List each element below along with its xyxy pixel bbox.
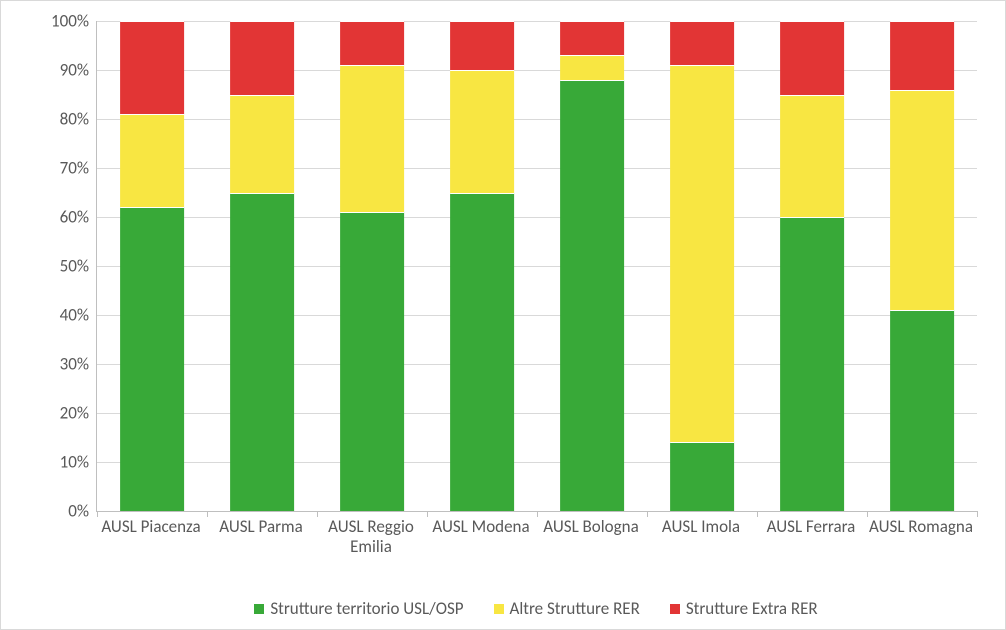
plot-area (96, 21, 977, 512)
legend-swatch (494, 604, 504, 614)
y-tick-label: 50% (29, 256, 89, 277)
x-axis-label: AUSL Modena (426, 517, 536, 556)
x-axis-label: AUSL Imola (646, 517, 756, 556)
bar-segment (120, 207, 184, 511)
bar-segment (340, 212, 404, 511)
legend: Strutture territorio USL/OSP Altre Strutt… (96, 598, 976, 619)
y-tick-label: 100% (29, 11, 89, 32)
bar-segment (560, 55, 624, 80)
bar-segment (780, 21, 844, 95)
y-tick-label: 70% (29, 158, 89, 179)
y-tick-label: 90% (29, 60, 89, 81)
y-tick-label: 0% (29, 501, 89, 522)
bar-slot (207, 21, 317, 511)
y-tick-label: 20% (29, 403, 89, 424)
bar-segment (890, 90, 954, 311)
bar-segment (340, 21, 404, 65)
bar-segment (890, 310, 954, 511)
y-tick-label: 10% (29, 452, 89, 473)
bar-segment (780, 95, 844, 218)
bar-segment (450, 21, 514, 70)
bar-slot (317, 21, 427, 511)
bar (450, 21, 514, 511)
bar-segment (450, 193, 514, 512)
bar-segment (890, 21, 954, 90)
bar-segment (780, 217, 844, 511)
bar-slot (427, 21, 537, 511)
x-axis-label: AUSL Piacenza (96, 517, 206, 556)
x-axis-labels: AUSL PiacenzaAUSL ParmaAUSL Reggio Emili… (96, 517, 976, 556)
legend-label: Strutture territorio USL/OSP (270, 598, 463, 619)
bar-segment (670, 21, 734, 65)
x-axis-label: AUSL Reggio Emilia (316, 517, 426, 556)
bar (560, 21, 624, 511)
bar-segment (230, 193, 294, 512)
bar-slot (97, 21, 207, 511)
bar (780, 21, 844, 511)
bar-slot (757, 21, 867, 511)
bar-segment (670, 442, 734, 511)
x-tick (977, 511, 978, 517)
legend-label: Altre Strutture RER (510, 598, 640, 619)
legend-item: Strutture Extra RER (670, 598, 818, 619)
bar (670, 21, 734, 511)
x-axis-label: AUSL Bologna (536, 517, 646, 556)
bar-segment (560, 21, 624, 55)
bar (230, 21, 294, 511)
bar-segment (560, 80, 624, 511)
bar-segment (450, 70, 514, 193)
bar-segment (340, 65, 404, 212)
bar-slot (647, 21, 757, 511)
x-axis-label: AUSL Parma (206, 517, 316, 556)
y-tick-label: 30% (29, 354, 89, 375)
y-tick-label: 40% (29, 305, 89, 326)
chart-container: 0% 10% 20% 30% 40% 50% 60% 70% 80% 90% 100% AUSL P… (0, 0, 1006, 630)
legend-label: Strutture Extra RER (686, 598, 818, 619)
y-tick-label: 60% (29, 207, 89, 228)
x-axis-label: AUSL Ferrara (756, 517, 866, 556)
bar-segment (230, 95, 294, 193)
legend-item: Altre Strutture RER (494, 598, 640, 619)
bar-segment (670, 65, 734, 442)
legend-swatch (670, 604, 680, 614)
y-tick-label: 80% (29, 109, 89, 130)
bar (890, 21, 954, 511)
bar-slot (537, 21, 647, 511)
legend-swatch (254, 604, 264, 614)
bars-group (97, 21, 977, 511)
bar (340, 21, 404, 511)
bar (120, 21, 184, 511)
bar-slot (867, 21, 977, 511)
bar-segment (120, 114, 184, 207)
bar-segment (120, 21, 184, 114)
bar-segment (230, 21, 294, 95)
x-axis-label: AUSL Romagna (866, 517, 976, 556)
legend-item: Strutture territorio USL/OSP (254, 598, 463, 619)
